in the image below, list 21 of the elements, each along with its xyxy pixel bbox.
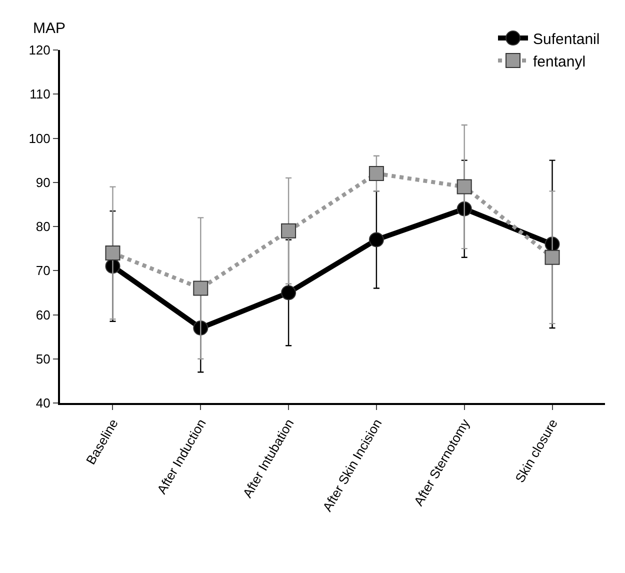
- y-axis-title: MAP: [33, 20, 66, 37]
- y-tick-label: 100: [28, 130, 50, 146]
- point: [368, 166, 384, 182]
- legend-label: Sufentanil: [533, 30, 600, 48]
- y-tick-label: 110: [30, 86, 50, 102]
- y-tick-label: 120: [28, 42, 50, 58]
- point: [193, 280, 208, 296]
- y-tick-label: 80: [36, 219, 50, 234]
- y-tick-label: 50: [36, 351, 50, 366]
- point: [281, 223, 296, 238]
- y-tick-label: 40: [36, 396, 50, 411]
- y-tick-label: 70: [36, 263, 50, 278]
- y-tick-label: 60: [36, 307, 50, 322]
- y-tick-label: 90: [36, 174, 50, 190]
- point: [456, 201, 472, 216]
- point: [456, 179, 472, 194]
- point: [368, 232, 384, 248]
- point: [544, 250, 560, 265]
- point: [281, 285, 296, 300]
- point: [105, 245, 120, 260]
- legend-label: fentanyl: [533, 53, 586, 70]
